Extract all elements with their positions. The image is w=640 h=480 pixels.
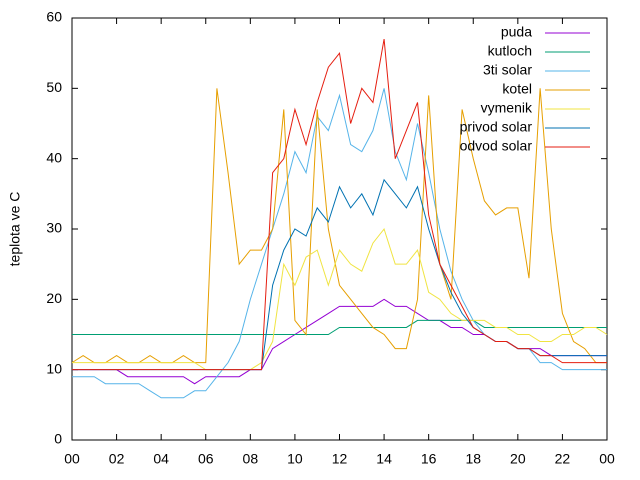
series-line [72,298,607,385]
x-tick-label: 20 [510,451,526,467]
y-tick-label: 10 [46,360,62,376]
y-axis-label: teplota ve C [7,192,23,267]
series-line [72,39,607,371]
x-tick-label: 08 [243,451,259,467]
y-tick-label: 30 [46,220,62,236]
x-tick-label: 22 [555,451,571,467]
series-line [72,227,608,371]
series-line [72,319,607,335]
y-tick-label: 20 [46,290,62,306]
x-tick-label: 00 [599,451,615,467]
legend-label: 3ti solar [483,62,532,78]
legend-label: vymenik [481,100,533,116]
x-tick-label: 16 [421,451,437,467]
legend-label: privod solar [460,119,533,135]
x-tick-label: 00 [64,451,80,467]
x-tick-label: 04 [153,451,169,467]
legend-label: kotel [502,81,532,97]
series-line [72,88,607,399]
x-tick-label: 18 [465,451,481,467]
x-tick-label: 06 [198,451,214,467]
x-tick-label: 10 [287,451,303,467]
x-tick-label: 02 [109,451,125,467]
y-tick-label: 50 [46,79,62,95]
y-tick-label: 0 [54,431,62,447]
legend-label: kutloch [488,43,532,59]
y-tick-label: 40 [46,149,62,165]
x-tick-label: 12 [332,451,348,467]
x-tick-label: 14 [376,451,392,467]
y-tick-label: 60 [46,9,62,25]
legend-label: puda [501,24,532,40]
legend-label: odvod solar [460,138,533,154]
series-line [72,178,607,371]
